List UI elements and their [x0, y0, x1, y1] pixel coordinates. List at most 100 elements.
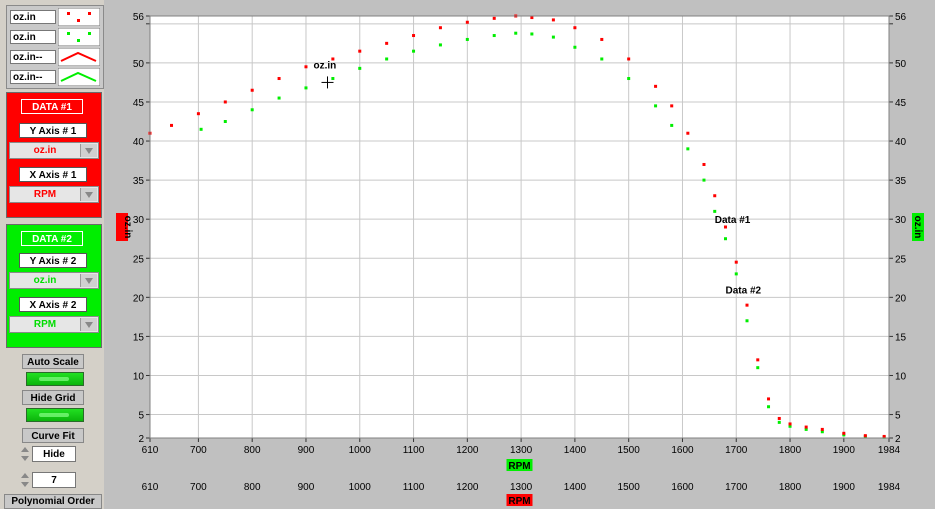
x-tick-label-top: 1900	[833, 445, 856, 456]
x-tick-label-bottom: 800	[244, 482, 261, 493]
legend-item-2[interactable]: oz.in	[10, 28, 100, 46]
axes	[146, 15, 893, 442]
spin-down-icon[interactable]	[21, 456, 29, 461]
data-point	[331, 57, 335, 61]
curve-fit-value[interactable]: Hide	[32, 446, 76, 462]
data-point	[331, 77, 335, 81]
x-tick-label-bottom: 1400	[564, 482, 587, 493]
curve-fit-spinner[interactable]	[20, 445, 30, 463]
x-axis-label-top: RPM	[508, 461, 530, 472]
legend-item-1[interactable]: oz.in	[10, 8, 100, 26]
y-tick-label-right: 35	[895, 176, 907, 187]
data2-x-axis-value: RPM	[33, 319, 57, 330]
spin-up-icon[interactable]	[21, 447, 29, 452]
data-point	[686, 147, 690, 151]
data-point	[465, 20, 469, 24]
data-point	[600, 37, 604, 41]
y-tick-label-left: 40	[133, 137, 145, 148]
hide-grid-label: Hide Grid	[22, 390, 84, 405]
data1-x-axis-value: RPM	[33, 189, 57, 200]
legend-swatch-red-line	[58, 48, 100, 66]
auto-scale-toggle[interactable]	[26, 372, 84, 386]
x-tick-label-top: 1100	[403, 445, 425, 456]
data-point	[882, 434, 886, 438]
data-point	[756, 358, 760, 362]
y-tick-label-left: 5	[138, 411, 144, 422]
data-point	[788, 422, 792, 426]
data-point	[412, 34, 416, 38]
data-point	[385, 41, 389, 45]
y-tick-label-left: 50	[133, 59, 145, 70]
data2-y-axis-value: oz.in	[33, 275, 57, 286]
y-tick-label-left: 35	[133, 176, 145, 187]
data-point	[223, 100, 227, 104]
legend-item-3[interactable]: oz.in--	[10, 48, 100, 66]
poly-order-value[interactable]: 7	[32, 472, 76, 488]
data-point	[600, 57, 604, 61]
plot-legend[interactable]: oz.in oz.in oz.in-- oz.in--	[6, 5, 104, 89]
data-point	[573, 45, 577, 49]
legend-label-1: oz.in	[10, 10, 56, 24]
y-tick-label-right: 56	[895, 12, 907, 23]
data-point	[530, 16, 534, 20]
x-tick-label-top: 700	[190, 445, 207, 456]
dropdown-arrow-icon[interactable]	[80, 188, 97, 201]
legend-swatch-green-points	[58, 28, 100, 46]
y-tick-label-right: 40	[895, 137, 907, 148]
annotation-label: Data #1	[715, 215, 751, 226]
x-axis-label-bottom-box	[506, 494, 533, 506]
x-tick-label-bottom: 700	[190, 482, 207, 493]
data-point	[670, 123, 674, 127]
plot-area[interactable]	[150, 16, 889, 438]
dropdown-arrow-icon[interactable]	[80, 318, 97, 331]
dropdown-arrow-icon[interactable]	[80, 144, 97, 157]
y-tick-label-right: 30	[895, 215, 907, 226]
spin-down-icon[interactable]	[21, 482, 29, 487]
x-tick-label-top: 610	[142, 445, 159, 456]
data-point	[573, 26, 577, 30]
x-tick-label-top: 900	[298, 445, 315, 456]
data1-y-axis-label: Y Axis # 1	[19, 123, 87, 138]
y-axis-label-right: oz.in	[912, 216, 923, 239]
data-point	[250, 108, 254, 112]
data-point	[654, 84, 658, 88]
data-point	[654, 104, 658, 108]
curve-fit-label: Curve Fit	[22, 428, 84, 443]
data2-panel: DATA #2 Y Axis # 2 oz.in X Axis # 2 RPM	[6, 224, 102, 348]
legend-item-4[interactable]: oz.in--	[10, 68, 100, 86]
series-2	[199, 31, 886, 439]
data-point	[223, 120, 227, 123]
y-tick-label-right: 2	[895, 434, 901, 445]
annotation-label: Data #2	[725, 285, 761, 296]
data-point	[734, 272, 738, 276]
dropdown-arrow-icon[interactable]	[80, 274, 97, 287]
y-tick-label-left: 15	[133, 332, 145, 343]
x-tick-label-top: 1400	[564, 445, 587, 456]
x-tick-label-top: 1200	[456, 445, 479, 456]
data-point	[551, 18, 555, 22]
hide-grid-toggle[interactable]	[26, 408, 84, 422]
x-tick-label-bottom: 1300	[510, 482, 533, 493]
data1-x-axis-select[interactable]: RPM	[9, 186, 99, 203]
annotations: oz.in Data #1 Data #2	[313, 60, 761, 296]
x-tick-label-bottom: 1900	[833, 482, 856, 493]
x-tick-label-bottom: 1600	[671, 482, 694, 493]
poly-order-spinner[interactable]	[20, 471, 30, 489]
y-tick-label-left: 25	[133, 254, 145, 265]
data-point	[438, 43, 442, 47]
auto-scale-label: Auto Scale	[22, 354, 84, 369]
data2-title: DATA #2	[21, 231, 83, 246]
data2-y-axis-label: Y Axis # 2	[19, 253, 87, 268]
data-point	[734, 260, 738, 264]
data-point	[514, 31, 518, 35]
y-tick-label-right: 20	[895, 293, 907, 304]
y-tick-label-left: 56	[133, 12, 145, 23]
spin-up-icon[interactable]	[21, 473, 29, 478]
data1-y-axis-select[interactable]: oz.in	[9, 142, 99, 159]
data2-x-axis-select[interactable]: RPM	[9, 316, 99, 333]
y-axis-label-right-box	[912, 213, 924, 241]
data1-panel: DATA #1 Y Axis # 1 oz.in X Axis # 1 RPM	[6, 92, 102, 218]
x-tick-label-top: 1984	[878, 445, 901, 456]
data2-y-axis-select[interactable]: oz.in	[9, 272, 99, 289]
